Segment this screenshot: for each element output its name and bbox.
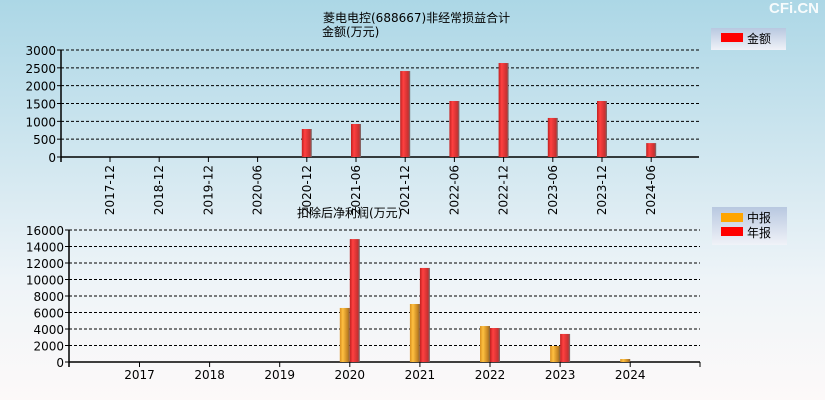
- bar-金额-2021-12: [400, 71, 411, 157]
- y-tick-label: 1500: [25, 98, 56, 112]
- x-tick-label: 2019-12: [201, 165, 215, 215]
- x-tick-label: 2017: [124, 368, 155, 382]
- legend-1: 金额: [711, 28, 786, 50]
- chart1-ylabel: 金额(万元): [322, 24, 379, 39]
- y-tick-label: 3000: [25, 44, 56, 58]
- x-tick-label: 2021-06: [349, 165, 363, 215]
- bar-金额-2020-12: [301, 129, 312, 157]
- bar-年报-2021: [419, 267, 430, 362]
- y-tick-label: 16000: [26, 224, 64, 238]
- bar-年报-2023: [560, 333, 571, 362]
- x-tick-label: 2021: [405, 368, 436, 382]
- bar-年报-2022: [490, 328, 500, 362]
- bar-中报-2023: [550, 345, 561, 362]
- x-tick-label: 2023-06: [546, 165, 560, 215]
- y-tick-label: 2500: [25, 62, 56, 76]
- y-tick-label: 4000: [33, 323, 64, 337]
- y-tick-label: 10000: [26, 274, 64, 288]
- y-tick-label: 6000: [33, 307, 64, 321]
- y-tick-label: 0: [48, 151, 56, 165]
- legend-swatch-中报: [721, 213, 743, 222]
- bar-金额-2021-06: [351, 124, 361, 157]
- y-tick-label: 500: [33, 133, 56, 147]
- bar-金额-2022-06: [449, 101, 460, 157]
- x-tick-label: 2017-12: [103, 165, 117, 215]
- bar-金额-2023-06: [547, 117, 558, 157]
- x-tick-label: 2018: [194, 368, 225, 382]
- bar-中报-2022: [480, 326, 490, 362]
- x-tick-label: 2020-06: [251, 165, 265, 215]
- chart1-title: 菱电电控(688667)非经常损益合计: [323, 10, 510, 25]
- y-tick-label: 1000: [25, 115, 56, 129]
- y-tick-label: 14000: [26, 241, 64, 255]
- x-tick-label: 2022: [475, 368, 506, 382]
- x-tick-label: 2024-06: [644, 165, 658, 215]
- x-tick-label: 2019: [264, 368, 295, 382]
- x-tick-label: 2023-12: [595, 165, 609, 215]
- y-tick-label: 2000: [25, 80, 56, 94]
- y-tick-label: 12000: [26, 257, 64, 271]
- bar-金额-2022-12: [498, 63, 509, 157]
- bar-金额-2024-06: [646, 143, 657, 157]
- x-tick-label: 2023: [545, 368, 576, 382]
- cfi-watermark: CFi.CN: [769, 0, 819, 17]
- x-tick-label: 2020: [335, 368, 366, 382]
- bar-中报-2020: [339, 307, 350, 362]
- y-tick-label: 8000: [33, 290, 64, 304]
- y-tick-label: 2000: [33, 340, 64, 354]
- x-tick-label: 2018-12: [152, 165, 166, 215]
- legend-label-中报: 中报: [747, 210, 771, 225]
- legend-label-年报: 年报: [747, 225, 771, 240]
- bar-中报-2021: [409, 304, 420, 362]
- x-tick-label: 2020-12: [300, 165, 314, 215]
- y-tick-label: 0: [56, 356, 64, 370]
- chart2-title: 扣除后净利润(万元): [297, 205, 402, 220]
- bar-年报-2020: [349, 239, 360, 362]
- x-tick-label: 2022-06: [447, 165, 461, 215]
- legend-label-金额: 金额: [747, 31, 771, 46]
- x-tick-label: 2021-12: [398, 165, 412, 215]
- bar-金额-2023-12: [597, 101, 607, 157]
- x-tick-label: 2024: [615, 368, 646, 382]
- legend-swatch-年报: [721, 227, 743, 236]
- legend-2: 中报 年报: [712, 207, 787, 245]
- bar-中报-2024: [620, 359, 631, 362]
- legend-swatch-金额: [721, 33, 743, 42]
- x-tick-label: 2022-12: [497, 165, 511, 215]
